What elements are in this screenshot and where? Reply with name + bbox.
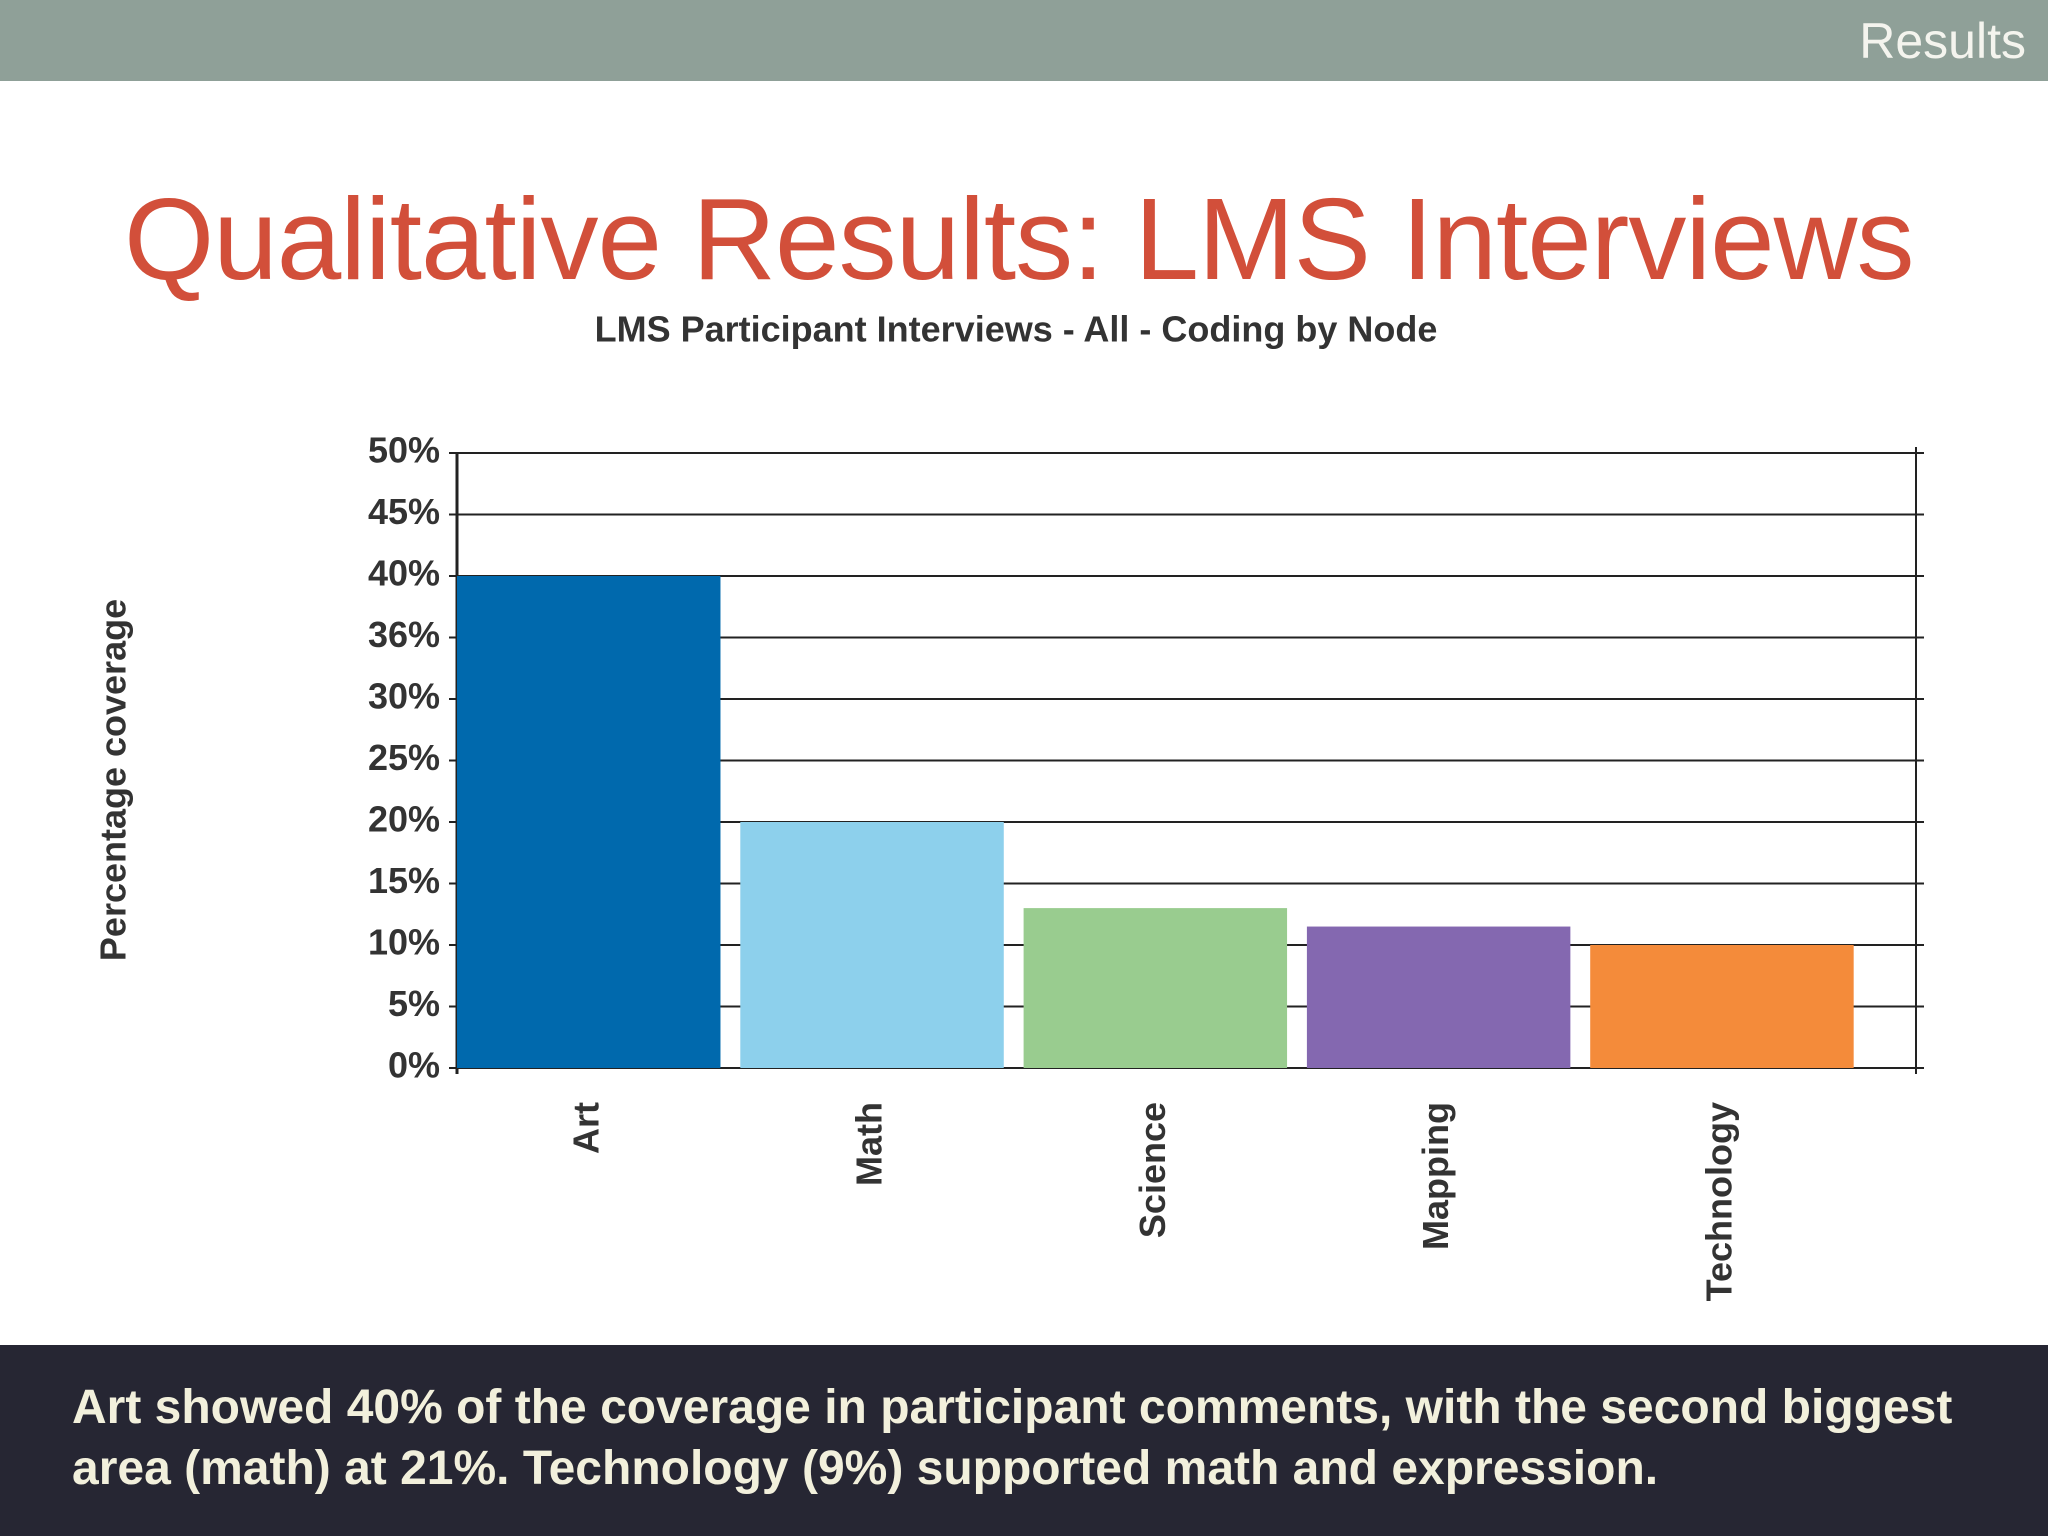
bar	[457, 576, 721, 1068]
y-axis-label: Percentage coverage	[93, 599, 134, 961]
bar	[1590, 945, 1854, 1068]
y-tick-label: 5%	[388, 983, 440, 1024]
y-tick-label: 36%	[368, 614, 440, 655]
y-tick-label: 10%	[368, 922, 440, 963]
chart: LMS Participant Interviews - All - Codin…	[93, 309, 1924, 1301]
caption: Art showed 40% of the coverage in partic…	[72, 1381, 1953, 1495]
y-tick-label: 0%	[388, 1045, 440, 1086]
slide-title: Qualitative Results: LMS Interviews	[124, 174, 1914, 304]
bar	[1306, 926, 1571, 1068]
x-tick-label: Mapping	[1415, 1102, 1456, 1250]
y-tick-label: 45%	[368, 491, 440, 532]
top-bar: Results	[0, 0, 2048, 81]
y-tick-label: 50%	[368, 430, 440, 471]
x-tick-label: Art	[565, 1102, 606, 1154]
x-tick-label: Science	[1132, 1102, 1173, 1238]
footer: Art showed 40% of the coverage in partic…	[0, 1345, 2048, 1536]
bar	[740, 822, 1004, 1068]
y-tick-label: 15%	[368, 860, 440, 901]
chart-title: LMS Participant Interviews - All - Codin…	[595, 309, 1438, 350]
bar	[1023, 908, 1288, 1068]
section-label: Results	[1859, 13, 2026, 69]
x-tick-label: Math	[849, 1102, 890, 1186]
y-tick-label: 40%	[368, 553, 440, 594]
y-tick-label: 30%	[368, 676, 440, 717]
x-tick-label: Technology	[1698, 1102, 1739, 1301]
y-tick-label: 25%	[368, 737, 440, 778]
y-tick-label: 20%	[368, 799, 440, 840]
